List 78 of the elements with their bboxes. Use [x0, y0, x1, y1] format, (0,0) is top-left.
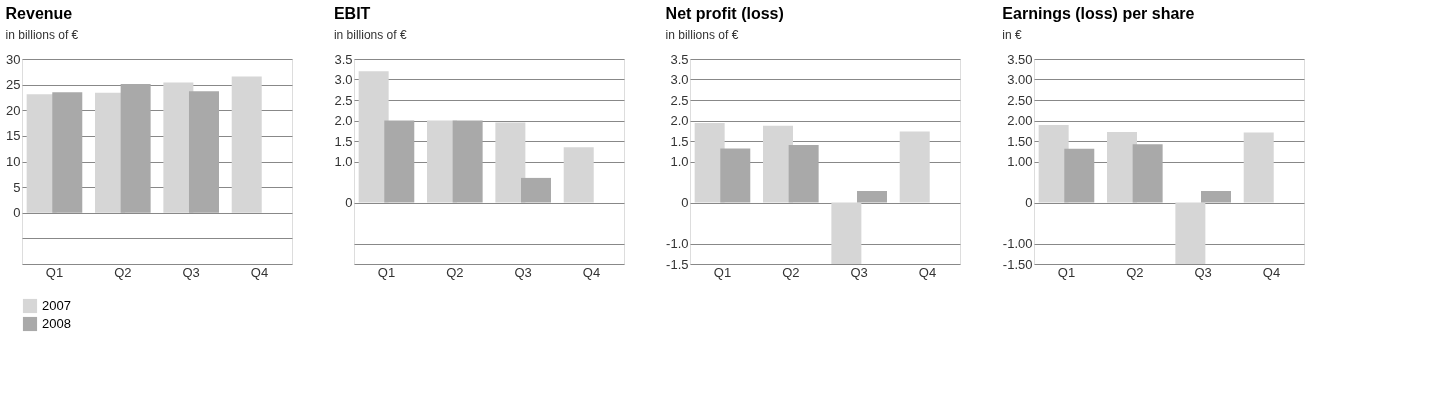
- x-tick-label: Q2: [114, 264, 132, 280]
- bar: [384, 120, 415, 203]
- y-tick-label: 3.0: [334, 72, 353, 87]
- y-tick-label: 25: [6, 77, 21, 93]
- bar: [831, 202, 862, 264]
- bar: [856, 191, 887, 203]
- y-tick-label: 2.0: [670, 113, 689, 128]
- bar: [231, 76, 262, 213]
- y-tick-label: 2.00: [1007, 113, 1033, 128]
- bar: [520, 177, 551, 203]
- x-tick-label: Q1: [45, 264, 64, 280]
- y-tick-label: 3.50: [1007, 51, 1033, 67]
- bar: [1243, 132, 1274, 203]
- y-tick-label: 2.5: [334, 92, 353, 108]
- bar: [1064, 148, 1095, 203]
- chart-subtitle: in billions of €: [5, 28, 79, 42]
- y-tick-label: -1.0: [666, 236, 689, 251]
- bar: [452, 120, 483, 203]
- x-tick-label: Q1: [1057, 264, 1076, 280]
- y-tick-label: 10: [6, 154, 21, 169]
- chart-title: Revenue: [5, 5, 73, 22]
- x-tick-label: Q1: [377, 264, 396, 280]
- y-tick-label: -1.50: [1002, 256, 1033, 272]
- y-tick-label: 1.0: [670, 154, 689, 169]
- y-tick-label: 20: [6, 102, 21, 118]
- x-tick-label: Q2: [782, 264, 800, 280]
- bar: [120, 84, 151, 213]
- y-tick-label: 2.0: [334, 113, 353, 128]
- x-tick-label: Q2: [446, 264, 464, 280]
- y-tick-label: 3.5: [670, 51, 689, 67]
- x-tick-label: Q4: [1262, 264, 1281, 280]
- bar: [763, 125, 794, 203]
- y-tick-label: 1.00: [1007, 154, 1033, 169]
- y-tick-label: 3.00: [1007, 72, 1033, 87]
- x-tick-label: Q4: [582, 264, 601, 280]
- x-tick-label: Q3: [850, 264, 868, 280]
- x-tick-label: Q3: [1194, 264, 1212, 280]
- y-tick-label: 1.5: [670, 133, 689, 149]
- y-tick-label: 0: [345, 195, 353, 210]
- chart-title: Earnings (loss) per share: [1002, 5, 1195, 22]
- bar: [1132, 144, 1163, 203]
- x-tick-label: Q4: [250, 264, 269, 280]
- y-tick-label: -1.00: [1002, 236, 1033, 251]
- x-tick-label: Q1: [713, 264, 732, 280]
- legend-label: 2008: [42, 316, 71, 331]
- x-tick-label: Q4: [918, 264, 937, 280]
- y-tick-label: 0: [1025, 195, 1033, 210]
- chart-title: Net profit (loss): [665, 5, 784, 22]
- y-tick-label: 1.0: [334, 154, 353, 169]
- y-tick-label: 30: [6, 51, 21, 67]
- legend-label: 2007: [42, 298, 71, 313]
- chart-subtitle: in €: [1002, 28, 1023, 42]
- y-tick-label: 1.50: [1007, 133, 1033, 149]
- bar: [563, 147, 594, 203]
- y-tick-label: 5: [13, 179, 21, 195]
- bar: [788, 145, 819, 203]
- chart-subtitle: in billions of €: [333, 28, 407, 42]
- x-tick-label: Q2: [1126, 264, 1144, 280]
- bar: [52, 92, 83, 213]
- chart-title: EBIT: [333, 5, 371, 22]
- bar: [899, 131, 930, 203]
- x-tick-label: Q3: [514, 264, 532, 280]
- y-tick-label: 15: [6, 128, 21, 144]
- bar: [495, 122, 526, 203]
- y-tick-label: 1.5: [334, 133, 353, 149]
- y-tick-label: 0: [13, 205, 21, 221]
- y-tick-label: -1.5: [666, 256, 689, 272]
- y-tick-label: 3.0: [670, 72, 689, 87]
- chart-subtitle: in billions of €: [665, 28, 739, 42]
- y-tick-label: 0: [681, 195, 689, 210]
- x-tick-label: Q3: [182, 264, 200, 280]
- bar: [188, 91, 219, 213]
- y-tick-label: 2.50: [1007, 92, 1033, 108]
- bar: [720, 148, 751, 203]
- bar: [1175, 202, 1206, 264]
- y-tick-label: 3.5: [334, 51, 353, 67]
- y-tick-label: 2.5: [670, 92, 689, 108]
- bar: [1200, 191, 1231, 203]
